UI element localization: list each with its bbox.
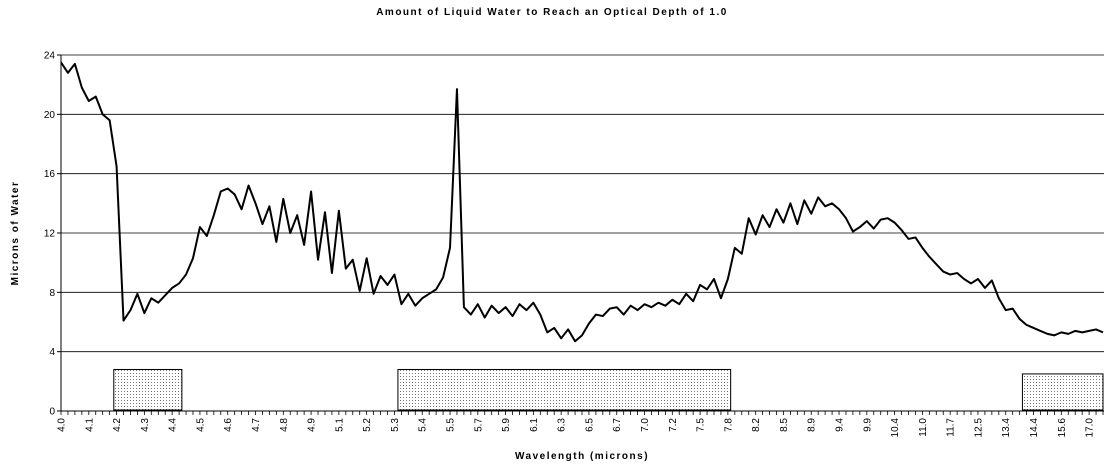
- band: [397, 368, 732, 411]
- x-tick-label: 13.4: [1001, 418, 1012, 438]
- x-tick-label: 4.4: [168, 418, 179, 432]
- y-tick-label: 12: [44, 229, 56, 240]
- y-tick-label: 4: [49, 347, 55, 358]
- y-tick-label: 20: [44, 110, 56, 121]
- x-tick-label: 7.2: [668, 418, 679, 432]
- x-tick-label: 8.9: [807, 418, 818, 432]
- x-tick-label: 4.5: [195, 418, 206, 432]
- x-tick-label: 4.1: [84, 418, 95, 432]
- x-tick-label: 5.7: [473, 418, 484, 432]
- x-tick-label: 7.0: [640, 418, 651, 432]
- x-tick-label: 5.4: [418, 418, 429, 432]
- x-tick-label: 5.3: [390, 418, 401, 432]
- x-tick-label: 4.0: [57, 418, 68, 432]
- x-tick-label: 6.7: [612, 418, 623, 432]
- x-tick-label: 5.9: [501, 418, 512, 432]
- band: [113, 368, 183, 411]
- x-tick-label: 4.2: [112, 418, 123, 432]
- x-tick-label: 5.1: [334, 418, 345, 432]
- y-tick-label: 8: [49, 288, 55, 299]
- x-tick-label: 17.0: [1085, 418, 1096, 438]
- x-tick-label: 9.9: [862, 418, 873, 432]
- x-tick-label: 15.6: [1057, 418, 1068, 438]
- x-tick-label: 5.2: [362, 418, 373, 432]
- data-line: [60, 61, 1104, 343]
- x-tick-label: 8.2: [751, 418, 762, 432]
- y-tick-label: 16: [44, 169, 56, 180]
- y-tick-label: 24: [44, 51, 56, 62]
- x-tick-label: 4.8: [279, 418, 290, 432]
- x-tick-label: 7.8: [723, 418, 734, 432]
- x-axis-title: Wavelength (microns): [515, 451, 649, 462]
- chart-title: Amount of Liquid Water to Reach an Optic…: [376, 7, 728, 18]
- x-tick-label: 7.5: [696, 418, 707, 432]
- y-tick-label: 0: [49, 407, 55, 418]
- x-tick-label: 4.3: [140, 418, 151, 432]
- x-tick-label: 14.4: [1029, 418, 1040, 438]
- x-tick-label: 11.7: [946, 418, 957, 437]
- x-tick-label: 9.4: [835, 418, 846, 432]
- x-tick-label: 6.3: [557, 418, 568, 432]
- x-tick-label: 5.5: [446, 418, 457, 432]
- y-axis-title: Microns of Water: [10, 181, 21, 286]
- x-tick-label: 8.5: [779, 418, 790, 432]
- x-tick-label: 4.6: [223, 418, 234, 432]
- x-tick-label: 6.1: [529, 418, 540, 432]
- x-tick-label: 11.0: [918, 418, 929, 437]
- band: [1021, 373, 1104, 411]
- x-tick-label: 10.4: [890, 418, 901, 438]
- x-tick-label: 4.9: [307, 418, 318, 432]
- x-tick-label: 4.7: [251, 418, 262, 432]
- x-tick-label: 12.5: [973, 418, 984, 438]
- x-tick-label: 6.5: [584, 418, 595, 432]
